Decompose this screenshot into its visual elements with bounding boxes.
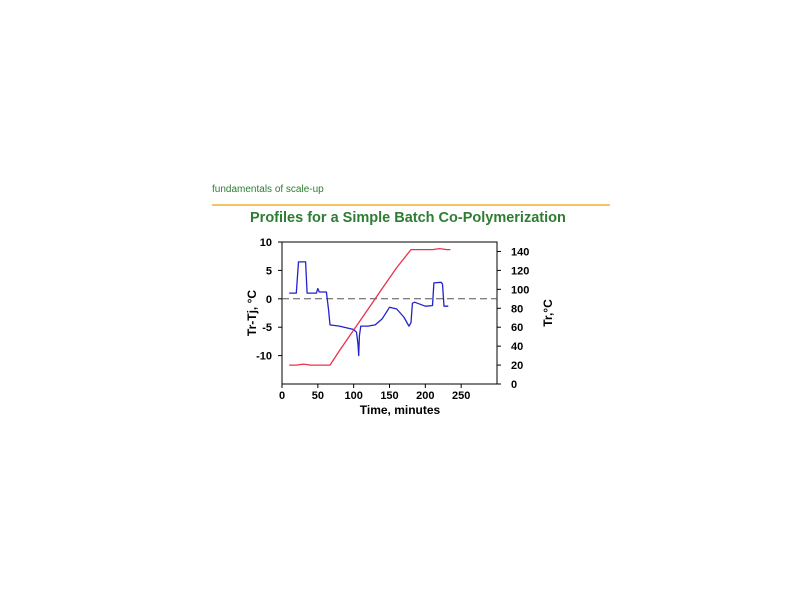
- header-divider: [212, 204, 610, 206]
- x-tick-label: 250: [452, 390, 470, 402]
- slide-title: Profiles for a Simple Batch Co-Polymeriz…: [250, 210, 566, 226]
- x-axis-title: Time, minutes: [360, 403, 441, 417]
- y-left-tick-label: -10: [256, 351, 272, 363]
- y-right-tick-label: 0: [511, 379, 517, 391]
- plot-frame: [281, 241, 498, 385]
- y-right-tick-label: 140: [511, 246, 529, 258]
- x-tick-label: 100: [344, 390, 362, 402]
- y-right-tick-label: 100: [511, 284, 529, 296]
- x-tick-label: 200: [416, 390, 434, 402]
- y-right-tick-label: 40: [511, 341, 523, 353]
- slide-header-subtitle: fundamentals of scale-up: [212, 184, 324, 195]
- y-axis-right-title: Tr,°C: [541, 299, 555, 327]
- y-left-tick-label: -5: [262, 322, 272, 334]
- y-right-tick-label: 80: [511, 303, 523, 315]
- y-left-tick-label: 10: [260, 237, 272, 249]
- temp-difference-series-line: [289, 261, 449, 357]
- x-tick-label: 50: [312, 390, 324, 402]
- y-left-tick-label: 0: [266, 294, 272, 306]
- reactor-temp-series-line: [289, 247, 451, 366]
- y-axis-left-title: Tr-Tj, °C: [245, 290, 259, 336]
- y-right-tick-label: 20: [511, 360, 523, 372]
- y-right-tick-label: 60: [511, 322, 523, 334]
- y-right-tick-label: 120: [511, 265, 529, 277]
- y-left-tick-label: 5: [266, 265, 272, 277]
- x-tick-label: 150: [380, 390, 398, 402]
- x-tick-label: 0: [279, 390, 285, 402]
